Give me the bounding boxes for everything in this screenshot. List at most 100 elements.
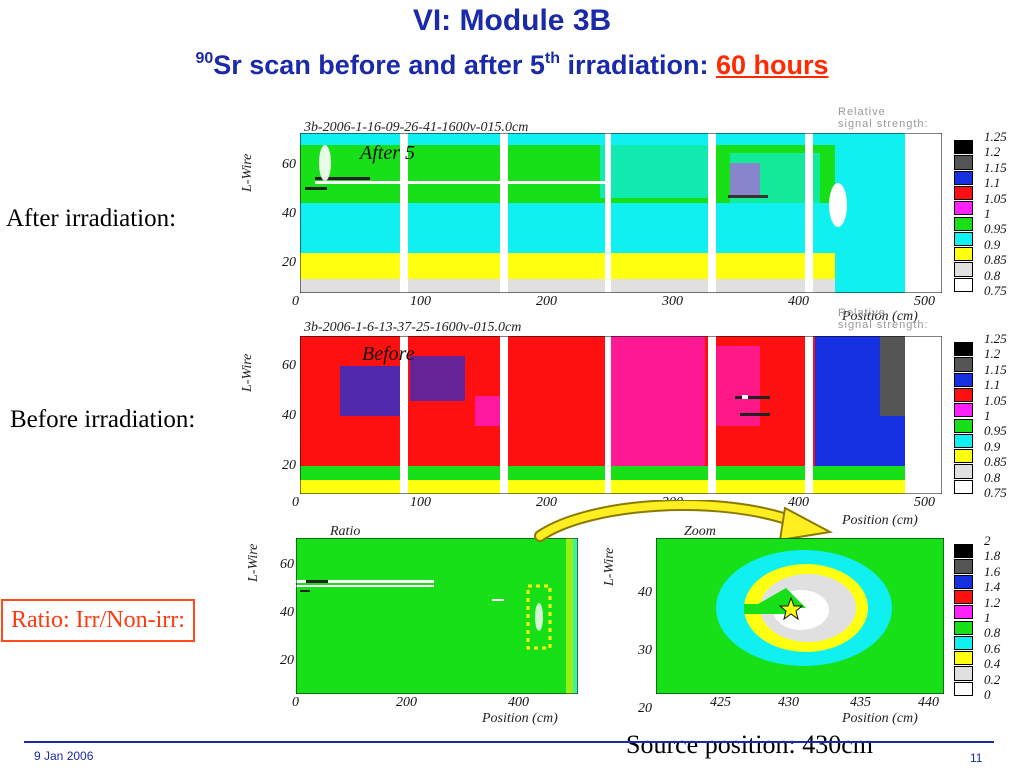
scale-swatch [954, 262, 973, 277]
before-scale-title-1: Relative [838, 307, 886, 319]
ratio-yticks: 60 40 20 [272, 541, 294, 685]
zoom-xtick: 435 [850, 695, 871, 710]
after-color-scale: 1.25 1.2 1.15 1.1 1.05 1 0.95 0.9 0.85 0.8 0.75 [954, 129, 1024, 298]
scale-swatch [954, 666, 973, 681]
scale-swatch [954, 342, 973, 357]
scale-label: 1.25 [984, 129, 1007, 144]
scale-swatch [954, 620, 973, 635]
isotope-mass: 90 [195, 50, 214, 67]
scale-label: 0.95 [984, 221, 1007, 237]
scale-swatch [954, 185, 973, 201]
zoom-color-scale: 2 1.8 1.6 1.4 1.2 1 0.8 0.6 0.4 0.2 0 [954, 533, 1024, 702]
before-ytick: 40 [282, 408, 296, 423]
scale-label: 1 [984, 408, 991, 423]
page-number: 11 [970, 751, 983, 765]
after-scale-title-2: signal strength: [838, 118, 929, 130]
scale-label: 0.75 [984, 485, 1007, 500]
footer-date: 9 Jan 2006 [34, 749, 94, 763]
after-scale-title: Relative signal strength: [838, 106, 929, 130]
scale-swatch [954, 433, 973, 449]
scale-label: 1.2 [984, 346, 1001, 362]
before-yticks: 60 40 20 [274, 341, 296, 491]
scale-label: 1.15 [984, 159, 1007, 175]
ratio-tag: Ratio [330, 524, 361, 539]
before-xlabel: Position (cm) [842, 513, 918, 528]
zoom-ytick: 20 [638, 701, 652, 716]
ratio-ylabel: L-Wire [246, 543, 261, 582]
scale-label: 0.6 [984, 640, 1001, 656]
before-xtick: 100 [410, 495, 431, 510]
after-plot-header: 3b-2006-1-16-09-26-41-1600v-015.0cm [304, 120, 529, 135]
scale-swatch [954, 464, 973, 479]
scale-label: 0.9 [984, 236, 1001, 252]
scale-label: 1 [984, 610, 991, 625]
scale-label: 1.1 [984, 175, 1001, 191]
zoom-tag: Zoom [684, 524, 716, 539]
before-xtick: 500 [914, 495, 935, 510]
scale-swatch [954, 681, 973, 696]
scale-label: 1.05 [984, 190, 1007, 206]
ratio-heatmap [296, 538, 578, 694]
scale-swatch [954, 231, 973, 247]
scale-label: 1.25 [984, 331, 1007, 346]
zoom-ytick: 40 [638, 585, 652, 600]
after-ytick: 20 [282, 255, 296, 270]
after-xtick: 400 [788, 294, 809, 309]
before-ytick: 60 [282, 358, 296, 373]
slide-subtitle: 90Sr scan before and after 5th irradiati… [0, 50, 1024, 81]
scale-swatch [954, 170, 973, 185]
scale-swatch [954, 387, 973, 403]
after-ytick: 60 [282, 157, 296, 172]
after-tag: After 5 [358, 142, 415, 164]
ratio-xtick: 200 [396, 695, 417, 710]
after-ylabel: L-Wire [240, 153, 255, 192]
before-scale-title-2: signal strength: [838, 319, 929, 331]
slide-title: VI: Module 3B [412, 4, 612, 37]
after-xtick: 500 [914, 294, 935, 309]
scale-label: 1.8 [984, 548, 1001, 564]
scale-swatch [954, 357, 973, 372]
before-xtick: 0 [292, 495, 299, 510]
source-star-icon [778, 596, 804, 621]
before-color-scale: 1.25 1.2 1.15 1.1 1.05 1 0.95 0.9 0.85 0.8 0.75 [954, 331, 1024, 500]
scale-swatch [954, 403, 973, 418]
zoom-xtick: 425 [710, 695, 731, 710]
after-xtick: 100 [410, 294, 431, 309]
scale-swatch [954, 247, 973, 262]
before-heatmap: Before [300, 336, 942, 494]
before-xtick: 200 [536, 495, 557, 510]
ratio-ytick: 20 [280, 653, 294, 668]
scale-swatch [954, 635, 973, 651]
scale-swatch [954, 216, 973, 231]
scale-swatch [954, 201, 973, 216]
ratio-ytick: 40 [280, 605, 294, 620]
scale-label: 0.85 [984, 454, 1007, 470]
scale-swatch [954, 651, 973, 666]
after-xlabel: Position (cm) [842, 309, 918, 324]
scale-label: 1.2 [984, 594, 1001, 610]
scale-swatch [954, 449, 973, 464]
scale-label: 0.8 [984, 625, 1001, 641]
after-ytick: 40 [282, 206, 296, 221]
zoom-yticks: 40 30 20 [630, 564, 652, 738]
scale-label: 1.2 [984, 144, 1001, 160]
scale-label: 1.1 [984, 377, 1001, 393]
ratio-xlabel: Position (cm) [482, 711, 558, 726]
subtitle-part-a: Sr scan before and after 5 [213, 50, 545, 80]
scale-swatch [954, 372, 973, 387]
scale-label: 1.4 [984, 579, 1001, 595]
scale-label: 0.8 [984, 469, 1001, 485]
scale-swatch [954, 589, 973, 605]
scale-label: 0.2 [984, 671, 1001, 687]
scale-label: 1.6 [984, 563, 1001, 579]
after-heatmap: After 5 [300, 133, 942, 293]
after-scale-title-1: Relative [838, 106, 886, 118]
scale-label: 0.4 [984, 656, 1001, 672]
scale-label: 1.15 [984, 361, 1007, 377]
scale-swatch [954, 605, 973, 620]
scale-label: 1.05 [984, 392, 1007, 408]
scale-swatch [954, 479, 973, 494]
before-plot-header: 3b-2006-1-6-13-37-25-1600v-015.0cm [304, 320, 522, 335]
scale-swatch [954, 140, 973, 155]
source-position-text: Source position: 430cm [626, 730, 873, 759]
